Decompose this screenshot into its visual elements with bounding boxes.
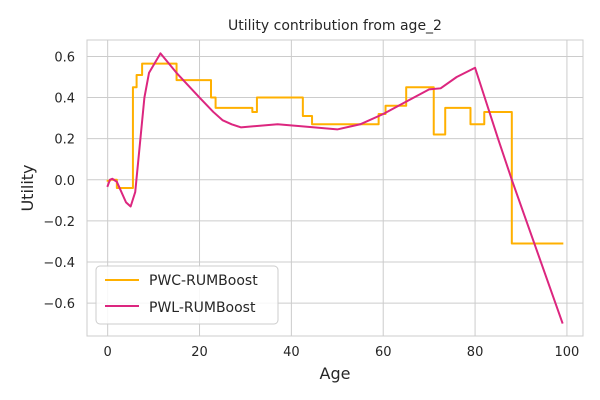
grid-lines	[87, 40, 583, 336]
legend-label-pwl: PWL-RUMBoost	[149, 300, 256, 316]
y-tick-label: 0.2	[54, 133, 75, 148]
plot-frame	[86, 39, 584, 337]
y-tick-label: 0.4	[54, 92, 75, 107]
y-tick-label: −0.4	[43, 256, 75, 271]
plot-border	[86, 39, 584, 337]
x-tick-label: 60	[375, 345, 392, 360]
chart-title: Utility contribution from age_2	[228, 18, 442, 34]
legend-box	[95, 265, 279, 325]
series-1	[106, 52, 564, 324]
y-tick-label: 0.6	[54, 50, 75, 65]
x-tick-label: 40	[283, 345, 300, 360]
y-tick-label: −0.6	[43, 297, 75, 312]
series-layer	[106, 52, 564, 324]
y-axis-label: Utility	[18, 164, 37, 211]
x-tick-label: 100	[555, 345, 580, 360]
series-line	[106, 62, 564, 245]
series-0	[106, 62, 564, 245]
x-tick-labels: 0 20 40 60 80 100	[104, 345, 580, 360]
x-tick-label: 20	[191, 345, 208, 360]
x-axis-label: Age	[320, 364, 351, 383]
legend: PWC-RUMBoost PWL-RUMBoost	[95, 265, 279, 325]
x-tick-label: 80	[467, 345, 484, 360]
legend-label-pwc: PWC-RUMBoost	[149, 273, 258, 289]
x-tick-label: 0	[104, 345, 112, 360]
y-tick-label: 0.0	[54, 174, 75, 189]
y-tick-label: −0.2	[43, 215, 75, 230]
series-line	[106, 52, 564, 324]
y-tick-labels: −0.6 −0.4 −0.2 0.0 0.2 0.4 0.6	[43, 50, 75, 312]
